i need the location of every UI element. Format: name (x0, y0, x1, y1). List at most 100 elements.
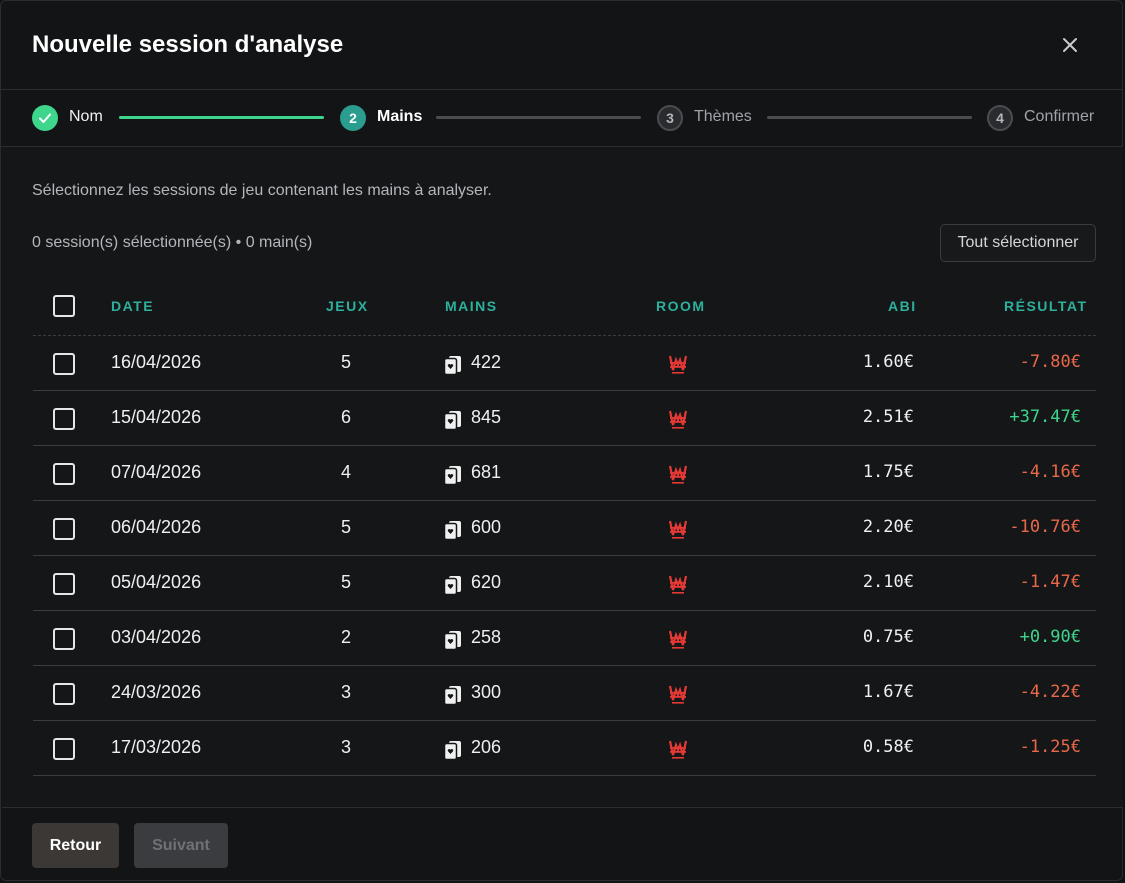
cell-abi: 1.75€ (862, 462, 914, 482)
cell-abi: 1.60€ (862, 352, 914, 372)
step-2-circle: 2 (340, 105, 366, 131)
instructions-text: Sélectionnez les sessions de jeu contena… (32, 182, 492, 199)
cell-resultat: -1.47€ (1019, 572, 1081, 592)
cell-mains: 258 (471, 627, 502, 647)
cell-abi: 0.75€ (862, 627, 914, 647)
step-label-confirmer: Confirmer (1024, 108, 1095, 125)
row-checkbox[interactable] (53, 518, 75, 540)
select-all-checkbox[interactable] (53, 295, 75, 317)
row-checkbox[interactable] (53, 463, 75, 485)
table-row[interactable]: 07/04/2026 4 681 1.75€ -4.16€ (33, 446, 1096, 501)
cell-jeux: 3 (340, 737, 351, 757)
winamax-w-icon (668, 354, 688, 374)
cell-jeux: 5 (340, 517, 351, 537)
cell-mains: 206 (471, 737, 502, 757)
cell-mains: 681 (471, 462, 502, 482)
table-row[interactable]: 16/04/2026 5 422 1.60€ -7.80€ (33, 336, 1096, 391)
cell-date: 07/04/2026 (111, 462, 202, 482)
cell-mains: 620 (471, 572, 502, 592)
close-icon[interactable] (1058, 33, 1082, 57)
winamax-w-icon (668, 519, 688, 539)
cell-mains: 600 (471, 517, 502, 537)
table-row[interactable]: 06/04/2026 5 600 2.20€ -10.76€ (33, 501, 1096, 556)
header-resultat[interactable]: RÉSULTAT (1004, 298, 1088, 314)
cell-jeux: 3 (340, 682, 351, 702)
cell-date: 05/04/2026 (111, 572, 202, 592)
winamax-w-icon (668, 629, 688, 649)
step-connector-1 (119, 116, 324, 119)
cell-mains: 422 (471, 352, 502, 372)
cell-resultat: +0.90€ (1019, 627, 1081, 647)
sessions-table: DATE JEUX MAINS ROOM ABI RÉSULTAT 16/04/… (33, 280, 1096, 776)
cards-icon (443, 630, 463, 651)
cell-resultat: +37.47€ (1009, 407, 1081, 427)
cell-resultat: -4.22€ (1019, 682, 1081, 702)
cell-abi: 0.58€ (862, 737, 914, 757)
table-row[interactable]: 17/03/2026 3 206 0.58€ -1.25€ (33, 721, 1096, 776)
cards-icon (443, 355, 463, 376)
table-row[interactable]: 03/04/2026 2 258 0.75€ +0.90€ (33, 611, 1096, 666)
cell-abi: 2.10€ (862, 572, 914, 592)
cell-date: 03/04/2026 (111, 627, 202, 647)
cards-icon (443, 465, 463, 486)
step-label-themes: Thèmes (694, 108, 752, 125)
table-row[interactable]: 05/04/2026 5 620 2.10€ -1.47€ (33, 556, 1096, 611)
row-checkbox[interactable] (53, 353, 75, 375)
winamax-w-icon (668, 574, 688, 594)
cell-resultat: -4.16€ (1019, 462, 1081, 482)
table-row[interactable]: 15/04/2026 6 845 2.51€ +37.47€ (33, 391, 1096, 446)
modal-content: Sélectionnez les sessions de jeu contena… (2, 147, 1123, 808)
table-header: DATE JEUX MAINS ROOM ABI RÉSULTAT (33, 280, 1096, 336)
step-label-mains: Mains (377, 108, 423, 125)
selection-count: 0 session(s) sélectionnée(s) • 0 main(s) (32, 234, 313, 251)
cell-resultat: -10.76€ (1009, 517, 1081, 537)
header-mains[interactable]: MAINS (445, 298, 498, 314)
header-date[interactable]: DATE (111, 298, 155, 314)
step-connector-2 (436, 116, 641, 119)
modal-title: Nouvelle session d'analyse (32, 31, 344, 58)
winamax-w-icon (668, 409, 688, 429)
cell-jeux: 4 (340, 462, 351, 482)
cell-jeux: 6 (340, 407, 351, 427)
cell-mains: 845 (471, 407, 502, 427)
cards-icon (443, 685, 463, 706)
row-checkbox[interactable] (53, 683, 75, 705)
cell-date: 06/04/2026 (111, 517, 202, 537)
table-body: 16/04/2026 5 422 1.60€ -7.80€ 15/04/2026 6 845 2… (33, 336, 1096, 776)
cell-jeux: 5 (340, 352, 351, 372)
row-checkbox[interactable] (53, 738, 75, 760)
stepper: Nom 2 Mains 3 Thèmes 4 Confirmer (1, 89, 1122, 147)
step-4-circle: 4 (987, 105, 1013, 131)
cell-date: 24/03/2026 (111, 682, 202, 702)
cell-jeux: 5 (340, 572, 351, 592)
cell-mains: 300 (471, 682, 502, 702)
row-checkbox[interactable] (53, 573, 75, 595)
row-checkbox[interactable] (53, 628, 75, 650)
modal-footer: Retour Suivant (1, 808, 1122, 882)
winamax-w-icon (668, 684, 688, 704)
cards-icon (443, 410, 463, 431)
step-label-nom: Nom (69, 108, 103, 125)
row-checkbox[interactable] (53, 408, 75, 430)
cards-icon (443, 740, 463, 761)
step-1-check-icon (32, 105, 58, 131)
cell-abi: 2.51€ (862, 407, 914, 427)
winamax-w-icon (668, 739, 688, 759)
cell-resultat: -7.80€ (1019, 352, 1081, 372)
cards-icon (443, 520, 463, 541)
header-room[interactable]: ROOM (656, 298, 706, 314)
header-abi[interactable]: ABI (888, 298, 917, 314)
cell-jeux: 2 (340, 627, 351, 647)
table-row[interactable]: 24/03/2026 3 300 1.67€ -4.22€ (33, 666, 1096, 721)
select-all-button[interactable]: Tout sélectionner (940, 224, 1096, 262)
cell-date: 15/04/2026 (111, 407, 202, 427)
cell-date: 17/03/2026 (111, 737, 202, 757)
cell-abi: 2.20€ (862, 517, 914, 537)
header-jeux[interactable]: JEUX (326, 298, 369, 314)
cards-icon (443, 575, 463, 596)
cell-abi: 1.67€ (862, 682, 914, 702)
back-button[interactable]: Retour (32, 823, 119, 868)
cell-date: 16/04/2026 (111, 352, 202, 372)
next-button[interactable]: Suivant (134, 823, 228, 868)
